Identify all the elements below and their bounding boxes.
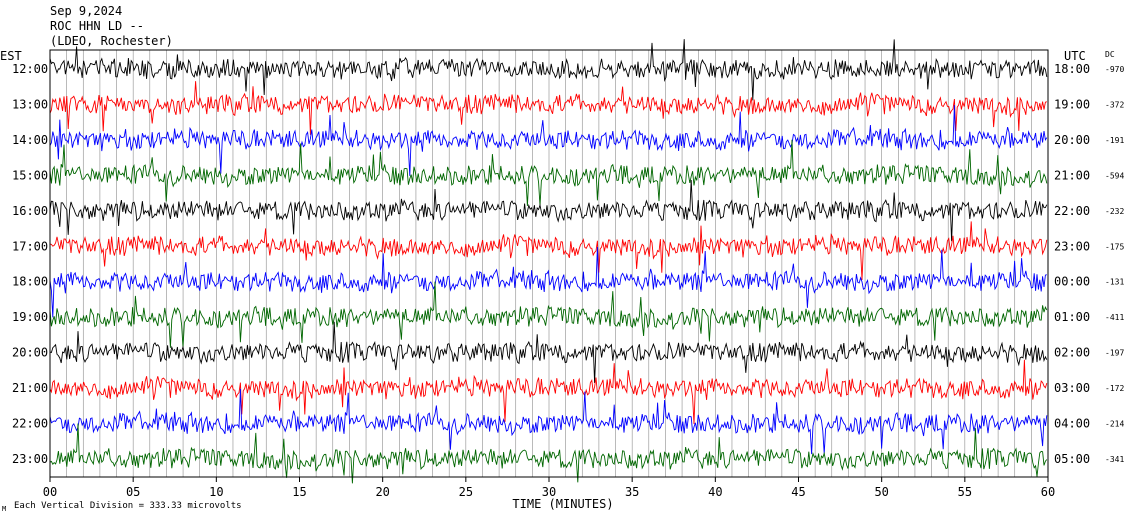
- dc-value: -175: [1105, 242, 1124, 251]
- dc-value: -341: [1105, 455, 1124, 464]
- utc-tick-label: 20:00: [1054, 133, 1090, 147]
- header-station: ROC HHN LD --: [50, 19, 144, 33]
- scale-footnote: Each Vertical Division = 333.33 microvol…: [14, 501, 242, 511]
- est-tick-label: 17:00: [12, 239, 48, 253]
- utc-tick-label: 03:00: [1054, 381, 1090, 395]
- x-tick-label: 25: [459, 485, 473, 499]
- est-tick-label: 20:00: [12, 346, 48, 360]
- footnote-mark: M: [2, 505, 6, 513]
- utc-tick-label: 00:00: [1054, 275, 1090, 289]
- x-tick-label: 20: [375, 485, 389, 499]
- header-location: (LDEO, Rochester): [50, 34, 173, 48]
- trace-1900: [49, 281, 1048, 348]
- utc-tick-label: 04:00: [1054, 417, 1090, 431]
- x-tick-label: 55: [958, 485, 972, 499]
- x-tick-label: 10: [209, 485, 223, 499]
- utc-tick-label: 23:00: [1054, 239, 1090, 253]
- dc-title: DC: [1105, 50, 1115, 59]
- x-tick-label: 30: [542, 485, 556, 499]
- dc-value: -131: [1105, 278, 1124, 287]
- trace-1500: [49, 139, 1048, 207]
- est-tick-label: 18:00: [12, 275, 48, 289]
- trace-1300: [49, 81, 1047, 135]
- x-tick-label: 05: [126, 485, 140, 499]
- x-tick-label: 15: [292, 485, 306, 499]
- utc-tick-label: 21:00: [1054, 168, 1090, 182]
- x-tick-label: 60: [1041, 485, 1055, 499]
- trace-2200: [49, 388, 1048, 455]
- utc-tick-label: 18:00: [1054, 62, 1090, 76]
- est-tick-label: 19:00: [12, 310, 48, 324]
- header-date: Sep 9,2024: [50, 4, 123, 18]
- chart-grid: [66, 50, 1032, 477]
- trace-1600: [49, 179, 1048, 242]
- x-tick-label: 40: [708, 485, 722, 499]
- utc-tick-label: 22:00: [1054, 204, 1090, 218]
- trace-2300: [49, 423, 1048, 484]
- est-tick-label: 16:00: [12, 204, 48, 218]
- x-tick-label: 35: [625, 485, 639, 499]
- dc-value: -197: [1105, 349, 1124, 358]
- utc-tick-label: 02:00: [1054, 346, 1090, 360]
- trace-1200: [49, 39, 1048, 101]
- x-axis-title: TIME (MINUTES): [512, 497, 613, 511]
- axis-labels: EST UTC DC 12:00 18:00 -970 13:00 19:00 -372 14:0…: [0, 49, 1124, 513]
- est-tick-label: 21:00: [12, 381, 48, 395]
- est-tick-label: 14:00: [12, 133, 48, 147]
- est-tick-label: 12:00: [12, 62, 48, 76]
- dc-value: -970: [1105, 65, 1124, 74]
- trace-1800: [49, 246, 1047, 318]
- x-tick-label: 50: [874, 485, 888, 499]
- dc-value: -594: [1105, 171, 1124, 180]
- trace-1400: [49, 105, 1048, 176]
- x-tick-label: 45: [791, 485, 805, 499]
- utc-axis-title: UTC: [1064, 49, 1086, 63]
- x-tick-label: 00: [43, 485, 57, 499]
- trace-2000: [49, 321, 1048, 384]
- dc-value: -232: [1105, 207, 1124, 216]
- dc-value: -191: [1105, 136, 1124, 145]
- utc-tick-label: 05:00: [1054, 452, 1090, 466]
- dc-value: -172: [1105, 384, 1124, 393]
- est-tick-label: 15:00: [12, 168, 48, 182]
- est-tick-label: 13:00: [12, 97, 48, 111]
- trace-2100: [49, 359, 1048, 425]
- utc-tick-label: 19:00: [1054, 97, 1090, 111]
- est-axis-title: EST: [0, 49, 22, 63]
- utc-tick-label: 01:00: [1054, 310, 1090, 324]
- est-tick-label: 22:00: [12, 417, 48, 431]
- trace-1700: [49, 221, 1048, 281]
- dc-value: -214: [1105, 420, 1124, 429]
- trace-group: [49, 39, 1048, 484]
- dc-value: -411: [1105, 313, 1124, 322]
- est-tick-label: 23:00: [12, 452, 48, 466]
- dc-value: -372: [1105, 100, 1124, 109]
